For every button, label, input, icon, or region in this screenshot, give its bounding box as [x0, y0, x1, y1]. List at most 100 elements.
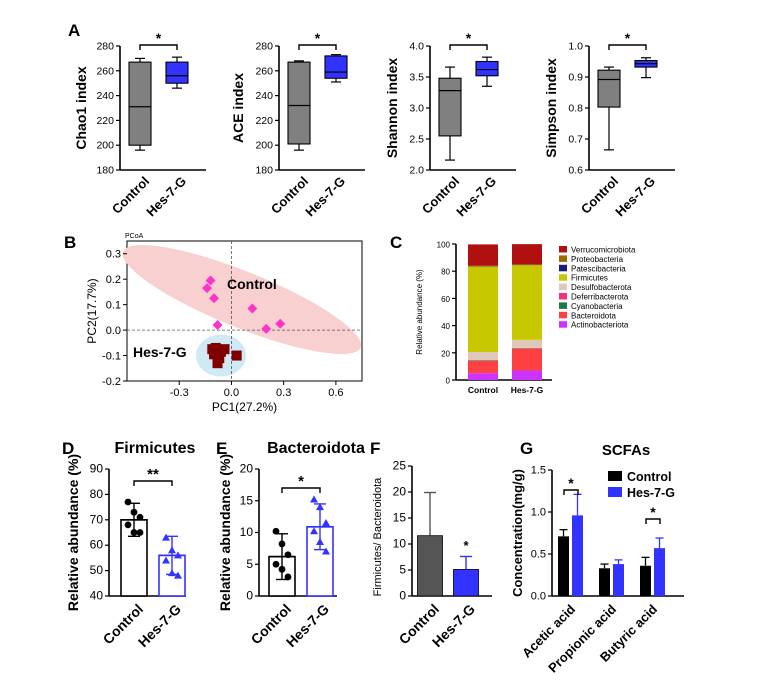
y-tick-label: 280	[96, 41, 114, 53]
significance-bracket	[298, 44, 337, 50]
box-iqr	[438, 77, 462, 137]
legend-swatch	[559, 283, 567, 291]
significance-bracket	[608, 44, 647, 50]
significance-bracket	[133, 480, 173, 486]
stacked-segment	[468, 244, 498, 266]
scatter-point-hes-7-g	[209, 349, 220, 360]
y-tick-label: 60	[441, 295, 450, 304]
y-axis-title: Relative abundance (%)	[217, 454, 233, 611]
y-tick-label: 260	[255, 65, 273, 77]
ellipse-control	[122, 245, 362, 355]
x-tick-label: Hes-7-G	[143, 174, 189, 220]
x-tick-label: Hes-7-G	[283, 601, 332, 650]
legend-label: Desulfobacterota	[571, 283, 632, 292]
y-tick-label: 1.5	[531, 465, 546, 477]
significance-label: *	[298, 473, 304, 490]
scatter-point-control	[212, 320, 223, 330]
y-tick-label: 180	[255, 165, 273, 177]
y-tick-label: 0.1	[106, 300, 121, 312]
y-tick-label: 240	[96, 90, 114, 102]
data-point	[278, 565, 286, 573]
data-point	[316, 503, 324, 511]
scatter-point-hes-7-g	[219, 344, 230, 355]
y-tick-label: 70	[90, 512, 104, 526]
x-axis-title: PC1(27.2%)	[212, 400, 277, 414]
panel-label-c: C	[390, 233, 402, 252]
y-tick-label: 0.7	[568, 134, 583, 146]
legend-label: Hes-7-G	[627, 486, 675, 500]
significance-bracket	[281, 487, 321, 493]
x-tick-label: 0.6	[328, 387, 343, 399]
y-tick-label: 1.0	[568, 41, 583, 53]
stacked-bar-chart: 0 20 40 60 80 100 Relative abundance (%) Contro…	[415, 241, 636, 396]
legend-label: Patescibacteria	[571, 264, 626, 273]
box-iqr	[475, 60, 499, 77]
data-point	[136, 513, 144, 521]
data-point	[130, 529, 138, 536]
significance-bracket	[139, 44, 178, 50]
y-tick-label: 1.0	[531, 507, 546, 519]
y-axis-title: PC2(17.7%)	[85, 278, 99, 343]
legend-label: Firmicutes	[571, 274, 608, 283]
data-point	[124, 521, 132, 529]
y-tick-label: 80	[90, 487, 104, 501]
y-axis-title: Firmicutes/ Bacteroidota	[372, 477, 384, 596]
legend-swatch	[559, 264, 567, 272]
data-point	[322, 547, 330, 555]
legend-swatch	[559, 293, 567, 300]
legend-label: Cyanobacteria	[571, 302, 623, 311]
stacked-segment	[468, 266, 498, 352]
y-tick-label: 60	[90, 538, 104, 552]
box-iqr	[324, 55, 348, 79]
legend-swatch	[559, 246, 567, 253]
legend-label: Deferribacterota	[571, 293, 629, 302]
data-point	[272, 560, 280, 568]
bar	[613, 564, 624, 596]
y-tick-label: 25	[393, 459, 407, 473]
bar	[654, 548, 665, 596]
y-tick-label: 80	[441, 268, 450, 277]
stacked-segment	[512, 244, 542, 265]
stacked-segment	[512, 264, 542, 340]
significance-label: *	[466, 30, 472, 46]
y-tick-label: 220	[255, 115, 273, 127]
x-tick-label: 0.0	[224, 387, 239, 399]
legend-swatch	[559, 311, 567, 319]
y-tick-label: 20	[240, 462, 254, 476]
significance-label: *	[315, 30, 321, 46]
y-tick-label: 200	[96, 140, 114, 152]
y-tick-label: 5	[399, 563, 406, 577]
box-iqr	[597, 69, 621, 108]
legend-swatch	[559, 255, 567, 262]
significance-label: *	[156, 30, 162, 46]
y-tick-label: 3.5	[409, 72, 424, 84]
significance-label: *	[463, 538, 469, 553]
data-point	[278, 540, 286, 548]
data-point	[174, 571, 182, 579]
plot-frame	[126, 240, 363, 382]
scatter-point-control	[261, 323, 272, 334]
y-axis-title: Shannon index	[384, 58, 400, 159]
legend-swatch	[608, 487, 622, 497]
y-tick-label: 240	[255, 90, 273, 102]
y-tick-label: 20	[441, 349, 450, 358]
y-tick-label: 90	[90, 462, 104, 476]
y-tick-label: 0.9	[568, 72, 583, 84]
significance-label: *	[568, 475, 574, 491]
y-tick-label: 100	[437, 241, 451, 250]
bar-chart-d: 40 50 60 70 80 90 Relative abundance (%) Firmic…	[65, 440, 196, 650]
legend-label: Actinobacteriota	[571, 321, 629, 330]
y-tick-label: 0.2	[106, 274, 121, 286]
legend-label: Control	[627, 470, 671, 484]
stacked-segment	[468, 373, 498, 380]
chart-title: Bacteroidota	[267, 440, 365, 457]
panel-label-f: F	[370, 439, 380, 458]
data-point	[272, 527, 280, 535]
data-point	[136, 529, 144, 536]
group-label-control: Control	[227, 276, 277, 292]
significance-label: **	[147, 466, 159, 483]
y-tick-label: 10	[240, 525, 254, 539]
bar	[599, 568, 610, 596]
scatter-point-hes-7-g	[231, 350, 242, 361]
